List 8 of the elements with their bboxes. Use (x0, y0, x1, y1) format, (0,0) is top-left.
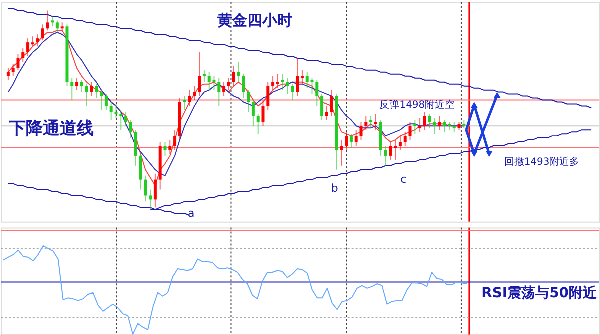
annotation: 反弹1498附近空 (380, 99, 456, 112)
annotation: b (331, 182, 338, 195)
chart-title: 黄金四小时 (216, 11, 293, 30)
annotation: RSI震荡与50附近 (482, 284, 598, 302)
annotation: 回撤1493附近多 (504, 156, 580, 168)
annotation: c (400, 172, 407, 186)
annotation: a (188, 206, 195, 220)
annotation: 下降通道线 (8, 118, 94, 138)
